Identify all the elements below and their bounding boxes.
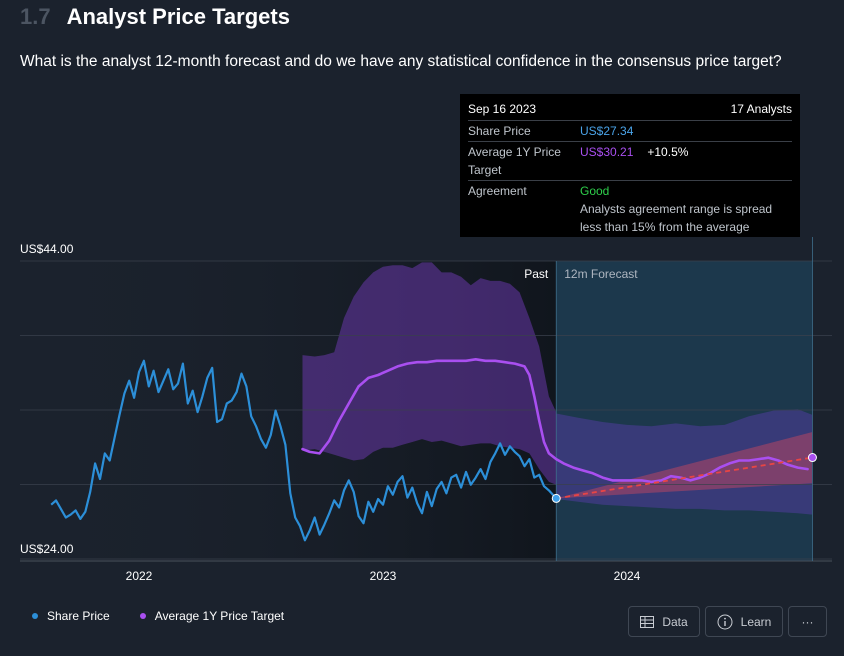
forecast-region-label: 12m Forecast [564, 267, 638, 281]
share-price-line [50, 359, 558, 542]
tooltip-agreement-values: Good Analysts agreement range is spread … [580, 181, 792, 237]
price-target-chart: US$44.00 US$24.00 2022 2023 2024 Past 12m Fore… [20, 237, 832, 583]
avg-target-line [301, 357, 809, 484]
past-region-label: Past [524, 267, 549, 281]
data-button-label: Data [662, 614, 688, 629]
section-question: What is the analyst 12-month forecast an… [20, 53, 782, 70]
tooltip-header: Sep 16 2023 17 Analysts [468, 102, 792, 121]
forecast-region [556, 261, 813, 561]
tooltip-analysts: 17 Analysts [730, 102, 792, 116]
tooltip-agreement-desc: Analysts agreement range is spread less … [580, 202, 773, 234]
legend-share-price-dot [32, 613, 38, 619]
tooltip-avg-target-row: Average 1Y Price Target US$30.21 +10.5% [468, 142, 792, 181]
tooltip-share-price-label: Share Price [468, 124, 531, 138]
target-endpoint [807, 453, 817, 463]
info-icon [717, 614, 733, 630]
data-button[interactable]: Data [628, 606, 700, 637]
legend-share-price[interactable]: Share Price [32, 609, 110, 623]
legend-avg-target-label: Average 1Y Price Target [154, 609, 285, 623]
y-axis-top-label: US$44.00 [20, 242, 74, 256]
tooltip-agreement-row: Agreement Good Analysts agreement range … [468, 181, 792, 237]
chart-legend: Share Price Average 1Y Price Target [32, 609, 314, 623]
past-region [20, 261, 557, 561]
legend-share-price-label: Share Price [47, 609, 110, 623]
legend-avg-target[interactable]: Average 1Y Price Target [139, 609, 285, 623]
share-price-endpoint [551, 493, 561, 503]
tooltip-share-price-row: Share Price US$27.34 [468, 121, 792, 142]
tooltip-avg-target-value: US$30.21 [580, 145, 634, 159]
forecast-trend-line [556, 456, 813, 500]
tooltip-avg-target-values: US$30.21 +10.5% [580, 142, 792, 180]
tooltip-share-price-value: US$27.34 [580, 124, 634, 138]
learn-button[interactable]: Learn [705, 606, 783, 637]
y-axis-bottom-label: US$24.00 [20, 542, 74, 556]
more-options-label: ··· [801, 614, 814, 629]
tooltip-date: Sep 16 2023 [468, 102, 537, 116]
tooltip-agreement-label: Agreement [468, 184, 527, 198]
legend-avg-target-dot [139, 613, 146, 619]
more-options-button[interactable]: ··· [788, 606, 827, 637]
table-icon [640, 615, 655, 628]
tooltip-avg-target-change: +10.5% [647, 145, 689, 159]
forecast-trend-range [556, 432, 813, 499]
chart-tooltip: Sep 16 2023 17 Analysts Share Price US$2… [460, 94, 800, 237]
x-tick-label: 2022 [126, 569, 153, 583]
x-tick-label: 2024 [614, 569, 641, 583]
section-header: 1.7 Analyst Price Targets [20, 4, 290, 34]
page-title: Analyst Price Targets [66, 4, 290, 29]
section-number: 1.7 [20, 4, 51, 29]
x-tick-label: 2023 [370, 569, 397, 583]
learn-button-label: Learn [740, 614, 772, 629]
tooltip-avg-target-label: Average 1Y Price Target [468, 145, 561, 177]
target-range-band [302, 262, 557, 485]
tooltip-agreement-value: Good [580, 184, 610, 198]
